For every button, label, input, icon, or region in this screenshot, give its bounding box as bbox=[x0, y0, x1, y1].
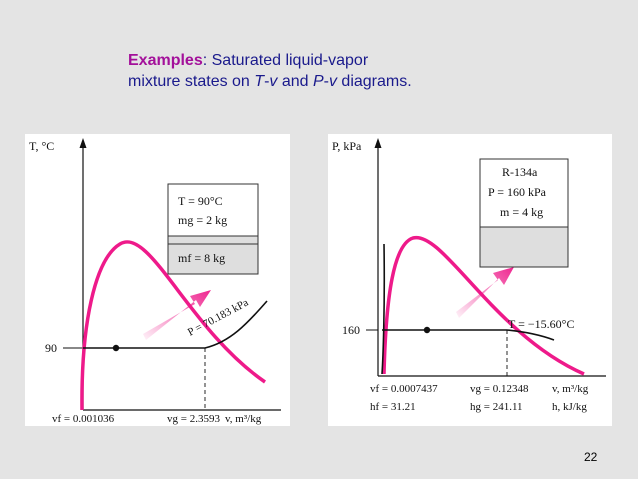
pv-box-line1: R-134a bbox=[502, 165, 538, 179]
tv-90-label: 90 bbox=[45, 341, 57, 355]
title-line2-post: diagrams. bbox=[336, 73, 412, 90]
title-dash-1: - bbox=[264, 73, 270, 90]
pv-vf-label: vf = 0.0007437 bbox=[370, 383, 438, 395]
pv-hg-label: hg = 241.11 bbox=[470, 401, 523, 413]
tv-box-line3: mf = 8 kg bbox=[178, 251, 225, 265]
title-colon: : bbox=[202, 52, 208, 69]
title-line-2: mixture states on T-v and P-v diagrams. bbox=[128, 71, 412, 92]
pv-x-axis-label-2: h, kJ/kg bbox=[552, 401, 587, 413]
slide-title: Examples: Saturated liquid-vapor mixture… bbox=[128, 50, 412, 92]
tv-x-axis-label: v, m³/kg bbox=[225, 413, 262, 425]
tv-box-liquid bbox=[167, 235, 259, 275]
title-line-1: Examples: Saturated liquid-vapor bbox=[128, 50, 412, 71]
pv-isotherm-liquid bbox=[381, 243, 386, 375]
title-t-symbol: T bbox=[254, 73, 265, 90]
pv-diagram-panel: P, kPa 160 T = −15.60°C R-134a P = 160 k… bbox=[328, 134, 612, 426]
tv-saturation-dome bbox=[80, 240, 266, 411]
tv-state-point bbox=[112, 344, 120, 352]
title-v-symbol-2: v bbox=[328, 73, 337, 90]
tv-y-axis-label: T, °C bbox=[29, 139, 54, 153]
pv-y-axis-arrowhead bbox=[374, 138, 382, 148]
tv-diagram: T, °C 90 P = 70.183 kPa T = 90°C mg = 2 … bbox=[29, 138, 281, 425]
title-p-symbol: P bbox=[312, 73, 324, 90]
pv-box-vapor bbox=[479, 158, 569, 228]
pv-vg-label: vg = 0.12348 bbox=[470, 383, 529, 395]
pv-160-label: 160 bbox=[342, 323, 360, 337]
pv-x-axis-label: v, m³/kg bbox=[552, 383, 589, 395]
pv-box-line3: m = 4 kg bbox=[500, 205, 543, 219]
pv-box-liquid bbox=[479, 226, 569, 268]
pv-isotherm-line bbox=[382, 329, 555, 341]
pv-hf-label: hf = 31.21 bbox=[370, 401, 416, 413]
title-line1-rest: Saturated liquid-vapor bbox=[207, 52, 369, 69]
tv-y-axis-arrowhead bbox=[79, 138, 87, 148]
tv-box-vapor bbox=[167, 183, 259, 237]
pv-y-axis-label: P, kPa bbox=[332, 139, 362, 153]
page-number: 22 bbox=[584, 450, 598, 464]
pv-isotherm-label: T = −15.60°C bbox=[508, 317, 574, 331]
tv-vg-label: vg = 2.3593 bbox=[167, 413, 220, 425]
pv-arrow-gradient bbox=[456, 267, 514, 318]
tv-arrow-gradient bbox=[143, 290, 211, 340]
tv-diagram-panel: T, °C 90 P = 70.183 kPa T = 90°C mg = 2 … bbox=[25, 134, 290, 426]
title-dash-2: - bbox=[323, 73, 329, 90]
title-line2-pre: mixture states on bbox=[128, 73, 255, 90]
pv-diagram: P, kPa 160 T = −15.60°C R-134a P = 160 k… bbox=[332, 138, 606, 413]
pv-state-point bbox=[423, 326, 431, 334]
title-keyword: Examples bbox=[128, 52, 203, 69]
tv-vf-label: vf = 0.001036 bbox=[52, 413, 115, 425]
tv-isobar-line bbox=[83, 300, 268, 349]
tv-box-line1: T = 90°C bbox=[178, 194, 223, 208]
pv-saturation-dome bbox=[382, 236, 585, 376]
pv-box-line2: P = 160 kPa bbox=[488, 185, 547, 199]
title-v-symbol-1: v bbox=[269, 73, 278, 90]
tv-isobar-label: P = 70.183 kPa bbox=[186, 297, 251, 339]
title-and: and bbox=[277, 73, 313, 90]
tv-box-line2: mg = 2 kg bbox=[178, 213, 227, 227]
